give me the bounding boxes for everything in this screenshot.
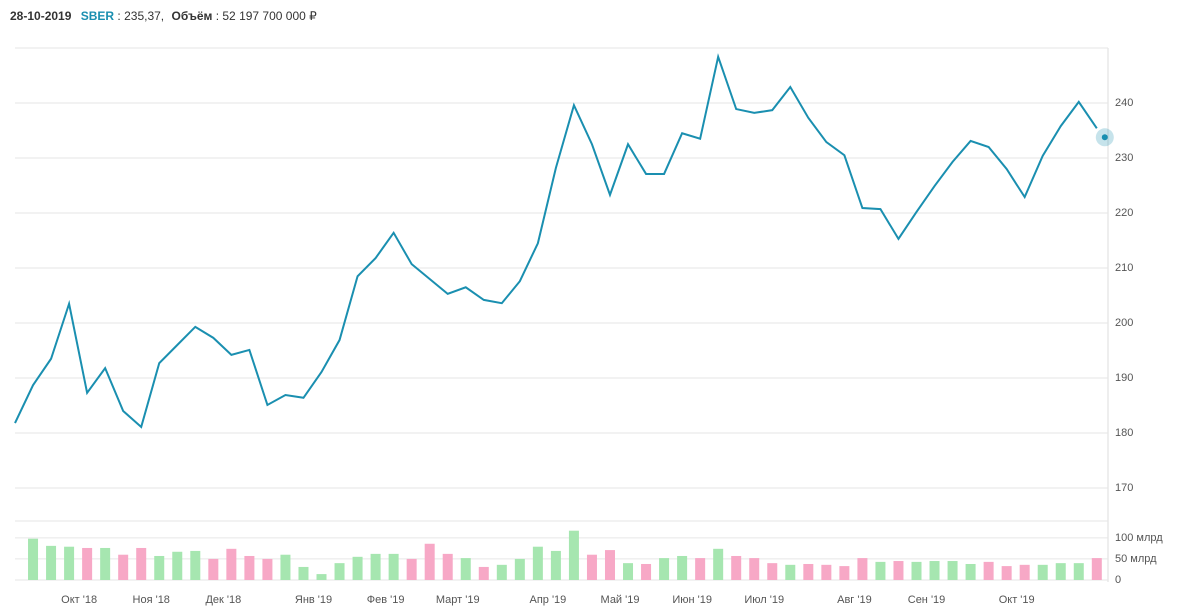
volume-bar xyxy=(226,548,237,580)
volume-bar xyxy=(298,566,309,580)
volume-bar xyxy=(352,556,363,580)
volume-bar xyxy=(370,553,381,580)
volume-bar xyxy=(929,561,940,580)
x-tick-label: Май '19 xyxy=(601,594,640,606)
volume-bar xyxy=(1019,564,1030,580)
volume-bar xyxy=(316,574,327,580)
y-tick-label: 240 xyxy=(1115,97,1133,109)
x-tick-label: Янв '19 xyxy=(295,594,332,606)
x-tick-label: Июл '19 xyxy=(744,594,784,606)
volume-bar xyxy=(46,545,57,580)
volume-bar xyxy=(1073,563,1084,580)
x-tick-label: Апр '19 xyxy=(529,594,566,606)
price: : 235,37, xyxy=(117,9,164,23)
volume-bar xyxy=(262,558,273,580)
volume-bar xyxy=(442,553,453,580)
volume-bar xyxy=(821,564,832,580)
volume-bar xyxy=(334,563,345,580)
date: 28-10-2019 xyxy=(10,9,72,23)
volume-bar xyxy=(875,561,886,580)
volume-bar xyxy=(713,548,724,580)
y-tick-label: 100 млрд xyxy=(1115,532,1163,544)
volume-bar xyxy=(767,563,778,580)
ticker: SBER xyxy=(81,9,115,23)
volume-bar xyxy=(641,563,652,580)
volume-bar xyxy=(478,566,489,580)
y-tick-label: 200 xyxy=(1115,317,1133,329)
volume-bar xyxy=(64,546,75,580)
volume-bar xyxy=(424,543,435,580)
volume-bar xyxy=(568,530,579,580)
volume-bar xyxy=(1001,566,1012,580)
volume-bar xyxy=(100,547,111,580)
x-tick-label: Ноя '18 xyxy=(133,594,170,606)
y-tick-label: 180 xyxy=(1115,427,1133,439)
volume-bar xyxy=(839,566,850,580)
volume-bar xyxy=(532,546,543,580)
volume-bar xyxy=(911,561,922,580)
price-line xyxy=(14,53,1098,429)
y-tick-label: 0 xyxy=(1115,574,1121,586)
volume-label: Объём xyxy=(171,9,212,23)
x-tick-label: Март '19 xyxy=(436,594,480,606)
y-tick-label: 220 xyxy=(1115,207,1133,219)
volume-bar xyxy=(280,554,291,580)
volume-bar xyxy=(1055,563,1066,580)
y-tick-label: 50 млрд xyxy=(1115,553,1157,565)
volume-bar xyxy=(1037,564,1048,580)
volume-bar xyxy=(190,550,201,580)
x-tick-label: Июн '19 xyxy=(672,594,712,606)
volume-bar xyxy=(406,558,417,580)
volume-bar xyxy=(82,547,93,580)
volume-bar xyxy=(893,561,904,580)
volume: : 52 197 700 000 ₽ xyxy=(216,9,317,23)
volume-bar xyxy=(731,555,742,580)
x-tick-label: Дек '18 xyxy=(205,594,241,606)
volume-bar xyxy=(659,558,670,580)
volume-bar xyxy=(154,555,165,580)
volume-bar xyxy=(983,561,994,580)
volume-bar xyxy=(623,563,634,580)
y-tick-label: 210 xyxy=(1115,262,1133,274)
y-tick-label: 230 xyxy=(1115,152,1133,164)
volume-bar xyxy=(172,551,183,580)
x-tick-label: Сен '19 xyxy=(908,594,946,606)
volume-bar xyxy=(604,550,615,580)
volume-bar xyxy=(785,564,796,580)
y-tick-label: 190 xyxy=(1115,372,1133,384)
volume-bar xyxy=(28,538,39,580)
volume-bar xyxy=(244,555,255,580)
volume-bar xyxy=(460,558,471,580)
volume-bar xyxy=(514,558,525,580)
volume-bar xyxy=(586,554,597,580)
volume-bar xyxy=(550,550,561,580)
x-tick-label: Фев '19 xyxy=(367,594,405,606)
volume-bar xyxy=(496,564,507,580)
volume-bar xyxy=(118,554,129,580)
volume-bar xyxy=(677,555,688,580)
header: 28-10-2019 SBER : 235,37, Объём : 52 197… xyxy=(10,9,317,23)
volume-bar xyxy=(136,547,147,580)
volume-bar xyxy=(388,553,399,580)
x-tick-label: Окт '19 xyxy=(999,594,1035,606)
hover-dot xyxy=(1101,134,1108,141)
volume-bar xyxy=(947,561,958,580)
volume-bar xyxy=(803,563,814,580)
y-tick-label: 170 xyxy=(1115,482,1133,494)
volume-bar xyxy=(1091,558,1102,580)
volume-bar xyxy=(857,558,868,580)
volume-bar xyxy=(208,558,219,580)
x-tick-label: Окт '18 xyxy=(61,594,97,606)
volume-bar xyxy=(749,558,760,580)
volume-bar xyxy=(965,563,976,580)
volume-bar xyxy=(695,558,706,580)
x-tick-label: Авг '19 xyxy=(837,594,872,606)
